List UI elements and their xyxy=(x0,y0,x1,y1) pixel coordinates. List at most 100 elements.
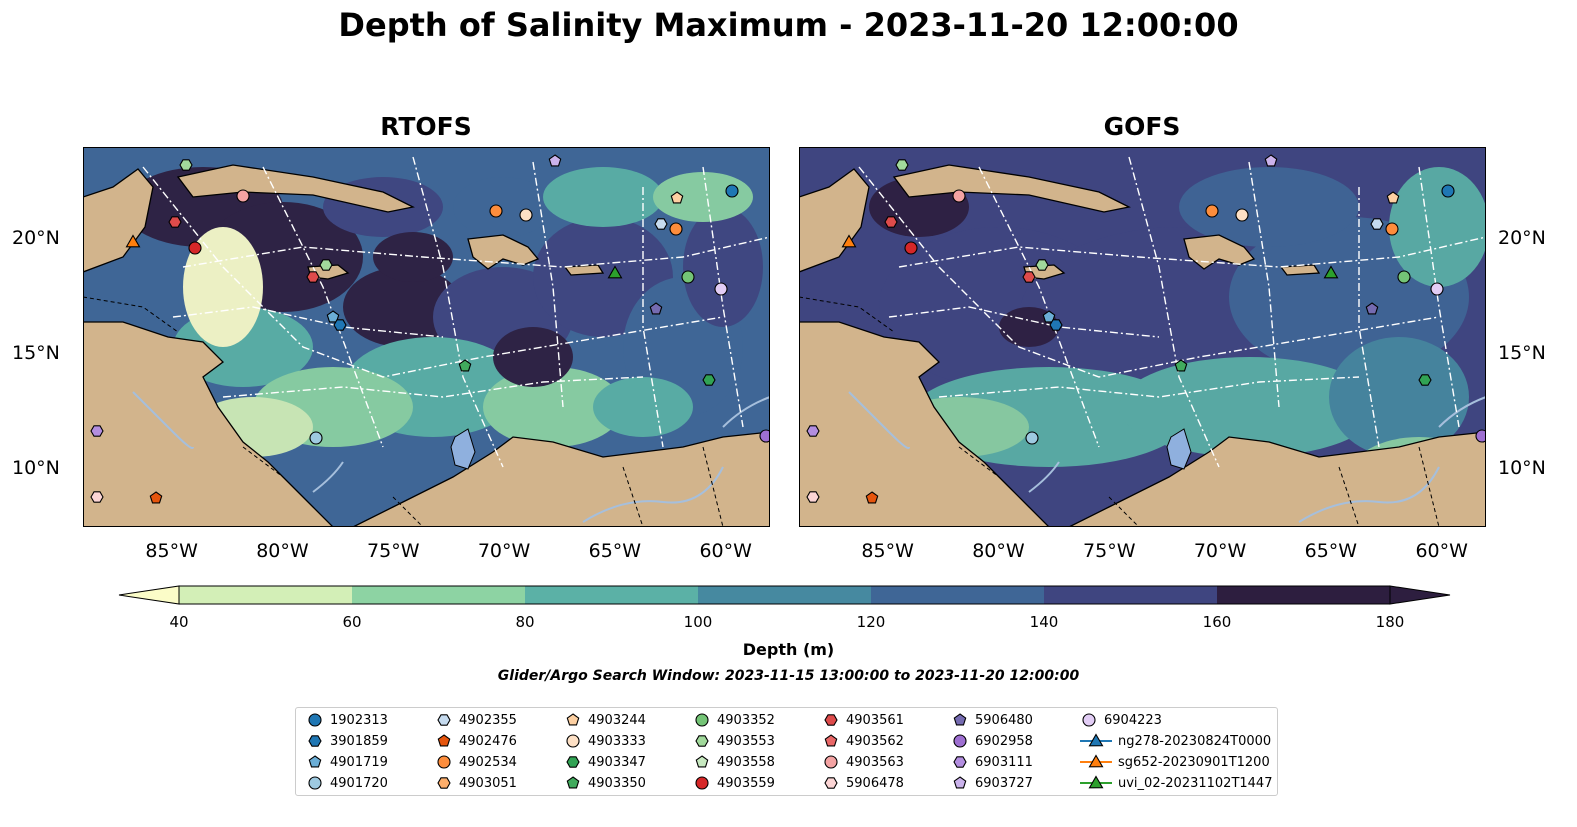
float-marker-6904223[interactable] xyxy=(714,282,728,296)
float-marker-4903553[interactable] xyxy=(319,259,333,271)
lon-tick-label: 60°W xyxy=(699,540,752,562)
legend-item-label: 4903553 xyxy=(717,733,775,749)
float-marker-4903553[interactable] xyxy=(1035,259,1049,271)
float-marker-4901719[interactable] xyxy=(326,310,340,323)
float-marker-5906478[interactable] xyxy=(806,491,820,503)
float-marker-6903727[interactable] xyxy=(1264,154,1278,167)
float-marker-uvi_02-20231102T1447[interactable] xyxy=(1323,265,1339,279)
float-marker-6903727[interactable] xyxy=(548,154,562,167)
float-marker-6904223[interactable] xyxy=(1430,282,1444,296)
colorbar-tick-label: 140 xyxy=(1029,613,1059,631)
float-marker-4903347[interactable] xyxy=(702,374,716,386)
float-marker-4903553[interactable] xyxy=(179,159,193,171)
float-marker-4903350[interactable] xyxy=(458,359,472,372)
legend-marker-icon xyxy=(437,734,451,747)
eez-line xyxy=(1128,156,1220,468)
float-marker-5906480[interactable] xyxy=(1365,302,1379,315)
float-marker-sg652-20230901T1200[interactable] xyxy=(841,234,857,248)
rtofs-eez-boundaries xyxy=(142,156,771,468)
float-marker-4903352[interactable] xyxy=(681,270,695,284)
float-marker-6902958[interactable] xyxy=(1475,429,1489,443)
legend-item: sg652-20230901T1200 xyxy=(1080,752,1270,772)
float-marker-4901720[interactable] xyxy=(309,431,323,445)
float-marker-4903561[interactable] xyxy=(884,216,898,228)
landmass xyxy=(892,164,1131,213)
float-marker-4901719[interactable] xyxy=(1042,310,1056,323)
float-marker-3901859[interactable] xyxy=(333,319,347,331)
colorbar-segment xyxy=(179,586,352,604)
colorbar-extend-max xyxy=(1389,585,1451,605)
float-marker-4903347[interactable] xyxy=(1418,374,1432,386)
float-marker-4903333[interactable] xyxy=(1235,208,1249,222)
legend-marker-icon xyxy=(1080,775,1112,789)
float-marker-4903561[interactable] xyxy=(306,271,320,283)
float-marker-4902355[interactable] xyxy=(1370,218,1384,230)
lat-tick-label: 10°N xyxy=(1498,457,1546,480)
float-marker-4903561[interactable] xyxy=(168,216,182,228)
legend-item-label: 4903051 xyxy=(459,775,517,791)
legend-item-label: uvi_02-20231102T1447 xyxy=(1118,775,1273,791)
float-marker-6903111[interactable] xyxy=(806,425,820,437)
float-marker-4903350[interactable] xyxy=(1174,359,1188,372)
lon-tick-label: 70°W xyxy=(1193,540,1247,562)
float-marker-4903563[interactable] xyxy=(952,189,966,203)
float-marker-1902313[interactable] xyxy=(1441,184,1455,198)
float-marker-1902313[interactable] xyxy=(725,184,739,198)
legend-marker-icon xyxy=(695,713,709,727)
legend-item-label: 4903350 xyxy=(588,775,646,791)
colorbar-tick-label: 100 xyxy=(683,613,713,631)
float-marker-5906480[interactable] xyxy=(649,302,663,315)
float-marker-4903561[interactable] xyxy=(1022,271,1036,283)
legend-item: 4901720 xyxy=(306,773,388,793)
float-marker-4902476[interactable] xyxy=(865,491,879,504)
legend-item: 4903558 xyxy=(693,752,775,772)
legend-item-label: 4902534 xyxy=(459,754,517,770)
lat-tick-label: 20°N xyxy=(1498,227,1546,250)
eez-line xyxy=(938,376,1360,398)
float-marker-6902958[interactable] xyxy=(759,429,773,443)
legend-item: 4903561 xyxy=(822,710,904,730)
lat-tick-label: 15°N xyxy=(12,342,60,365)
float-marker-4902534[interactable] xyxy=(1205,204,1219,218)
float-marker-4902476[interactable] xyxy=(149,491,163,504)
landmass xyxy=(798,168,870,273)
float-marker-4901720[interactable] xyxy=(1025,431,1039,445)
float-marker-4902355[interactable] xyxy=(654,218,668,230)
legend-marker-icon xyxy=(566,734,580,748)
float-marker-sg652-20230901T1200[interactable] xyxy=(125,234,141,248)
float-marker-uvi_02-20231102T1447[interactable] xyxy=(607,265,623,279)
legend-marker-icon xyxy=(695,735,709,747)
depth-contour xyxy=(593,377,693,437)
float-marker-4903244[interactable] xyxy=(670,191,684,204)
legend-item: 6902958 xyxy=(951,731,1033,751)
float-marker-3901859[interactable] xyxy=(1049,319,1063,331)
colorbar-tick-label: 40 xyxy=(169,613,189,631)
float-marker-4903563[interactable] xyxy=(236,189,250,203)
gofs-panel-title: GOFS xyxy=(1103,112,1181,141)
float-marker-4902534[interactable] xyxy=(669,222,683,236)
legend-marker-icon xyxy=(695,776,709,790)
legend-item-label: 4903333 xyxy=(588,733,646,749)
legend-item-label: 4901720 xyxy=(330,775,388,791)
gofs-panel xyxy=(798,147,1489,528)
float-marker-4903553[interactable] xyxy=(895,159,909,171)
eez-line xyxy=(412,156,504,468)
float-marker-4903352[interactable] xyxy=(1397,270,1411,284)
legend-item-label: 6903727 xyxy=(975,775,1033,791)
float-marker-4903244[interactable] xyxy=(1386,191,1400,204)
legend-item: 4903553 xyxy=(693,731,775,751)
legend-item: 5906478 xyxy=(822,773,904,793)
rtofs-float-markers xyxy=(90,154,773,504)
lon-tick-label: 80°W xyxy=(972,540,1025,562)
eez-line xyxy=(182,236,771,268)
rtofs-land xyxy=(82,164,771,528)
float-marker-4903559[interactable] xyxy=(904,241,918,255)
float-marker-4903559[interactable] xyxy=(188,241,202,255)
float-marker-4903333[interactable] xyxy=(519,208,533,222)
float-marker-5906478[interactable] xyxy=(90,491,104,503)
float-marker-4902534[interactable] xyxy=(489,204,503,218)
float-marker-4902534[interactable] xyxy=(1385,222,1399,236)
float-marker-6903111[interactable] xyxy=(90,425,104,437)
lon-tick-label: 75°W xyxy=(367,540,420,562)
legend-marker-icon xyxy=(308,755,322,768)
